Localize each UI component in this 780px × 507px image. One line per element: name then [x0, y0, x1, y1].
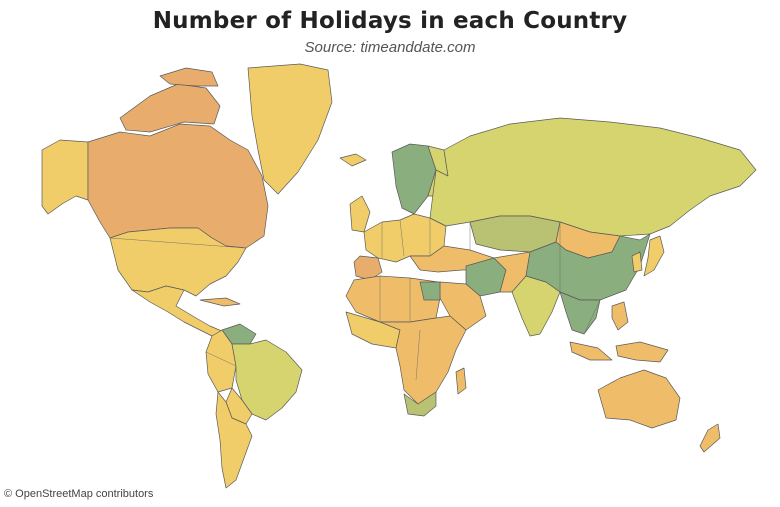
- country-borders: [109, 218, 601, 381]
- southeast-asia-region[interactable]: [559, 291, 601, 335]
- canada-arctic-islands[interactable]: [119, 83, 221, 133]
- central-east-africa-region[interactable]: [379, 315, 467, 405]
- map-attribution: © OpenStreetMap contributors: [4, 488, 154, 500]
- new-zealand[interactable]: [699, 423, 721, 453]
- indonesia-west[interactable]: [569, 341, 613, 361]
- arabia-region[interactable]: [439, 281, 487, 331]
- russia-region[interactable]: [429, 117, 757, 237]
- madagascar[interactable]: [455, 367, 467, 395]
- map-title: Number of Holidays in each Country: [152, 8, 628, 34]
- scandinavia-region[interactable]: [391, 143, 437, 215]
- mexico-central-america-region[interactable]: [131, 285, 225, 339]
- japan[interactable]: [643, 235, 665, 277]
- alaska-region[interactable]: [41, 139, 89, 215]
- philippines[interactable]: [611, 301, 629, 331]
- choropleth-world-map[interactable]: [40, 62, 770, 492]
- korea[interactable]: [631, 251, 643, 273]
- china-region[interactable]: [525, 233, 651, 301]
- indonesia-east-papua[interactable]: [615, 341, 669, 363]
- australia[interactable]: [597, 369, 681, 429]
- map-subtitle: Source: timeanddate.com: [304, 39, 476, 56]
- cuba-caribbean[interactable]: [199, 297, 241, 307]
- iceland[interactable]: [339, 153, 367, 167]
- egypt[interactable]: [419, 281, 441, 301]
- brazil-region[interactable]: [231, 339, 303, 421]
- uk-ireland[interactable]: [349, 195, 371, 233]
- argentina-chile-region[interactable]: [215, 391, 253, 489]
- canada-north-islands[interactable]: [159, 67, 219, 87]
- greenland-region[interactable]: [247, 63, 333, 195]
- southern-africa[interactable]: [403, 391, 437, 417]
